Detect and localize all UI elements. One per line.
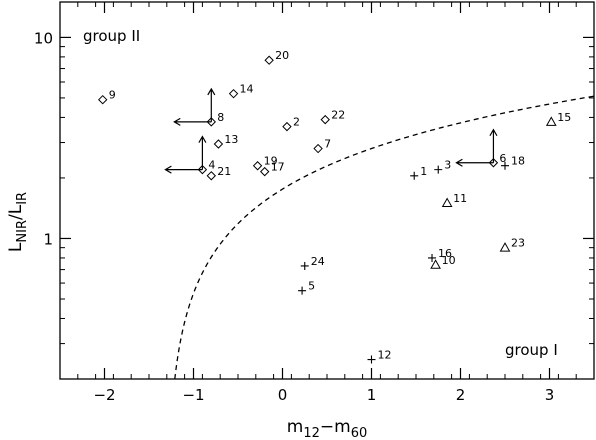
point-label: 7 [324, 138, 331, 151]
point-10: 10 [430, 254, 456, 269]
point-3: 3 [434, 159, 451, 174]
diamond-marker [252, 161, 263, 171]
diamond-marker [206, 171, 217, 181]
point-4: 4 [164, 135, 215, 175]
plus-marker [501, 161, 509, 170]
point-label: 4 [208, 159, 215, 172]
point-label: 14 [240, 83, 254, 96]
point-label: 5 [308, 280, 315, 293]
point-5: 5 [298, 280, 315, 295]
point-label: 8 [217, 111, 224, 124]
point-14: 14 [228, 83, 254, 99]
point-label: 17 [271, 161, 285, 174]
y-tick-label: 10 [34, 29, 53, 47]
x-tick-label: 3 [545, 386, 555, 404]
diamond-marker [206, 117, 217, 127]
triangle-marker [545, 116, 557, 126]
point-9: 9 [98, 89, 116, 105]
point-21: 21 [206, 165, 231, 181]
point-24: 24 [300, 255, 325, 270]
point-label: 18 [511, 155, 525, 168]
lower-limit-arrow-up [207, 87, 216, 122]
boundary-curve [174, 95, 595, 380]
point-23: 23 [499, 237, 525, 252]
plus-marker [300, 261, 309, 270]
point-1: 1 [410, 165, 427, 180]
x-tick-label: 2 [456, 386, 466, 404]
lower-limit-arrow-up [198, 135, 207, 170]
plus-marker [298, 286, 307, 295]
boundary-curve-layer [174, 95, 595, 380]
point-15: 15 [545, 111, 571, 126]
triangle-marker [430, 259, 441, 269]
point-6: 6 [455, 128, 506, 168]
upper-limit-arrow-left [173, 117, 212, 126]
x-tick-label: 0 [278, 386, 288, 404]
diamond-marker [213, 139, 224, 149]
point-13: 13 [213, 133, 238, 149]
plot-frame [59, 1, 595, 380]
point-16: 16 [428, 247, 452, 262]
diamond-marker [313, 143, 323, 154]
point-7: 7 [313, 138, 331, 154]
point-18: 18 [501, 155, 525, 170]
point-label: 13 [224, 133, 238, 146]
point-label: 19 [264, 155, 278, 168]
y-axis-label: LNIR/LIR [6, 192, 30, 252]
point-12: 12 [367, 349, 392, 364]
annotation-group-1: group I [505, 341, 558, 359]
triangle-marker [441, 197, 453, 208]
diamond-marker [228, 88, 239, 99]
point-label: 3 [444, 159, 451, 172]
point-22: 22 [320, 109, 345, 125]
point-label: 16 [438, 247, 452, 260]
upper-limit-arrow-left [164, 165, 203, 174]
x-tick-label: −1 [182, 386, 204, 404]
point-19: 19 [252, 155, 278, 171]
point-label: 2 [293, 116, 300, 129]
point-8: 8 [173, 87, 224, 127]
triangle-marker [499, 242, 511, 252]
point-label: 21 [217, 165, 231, 178]
x-axis-label: m12−m60 [287, 417, 367, 440]
plus-marker [428, 253, 437, 262]
diamond-marker [264, 55, 274, 65]
point-label: 20 [275, 49, 289, 62]
point-2: 2 [282, 116, 300, 132]
point-label: 1 [420, 165, 427, 178]
upper-limit-arrow-left [455, 158, 494, 167]
diamond-marker [197, 164, 208, 175]
point-label: 12 [378, 349, 392, 362]
diamond-marker [282, 121, 292, 132]
plus-marker [410, 171, 419, 180]
annotation-group-2: group II [83, 27, 140, 45]
x-tick-label: −2 [93, 386, 115, 404]
point-label: 10 [442, 254, 456, 267]
point-label: 23 [511, 237, 525, 250]
diamond-marker [488, 158, 499, 168]
y-tick-label: 1 [43, 230, 53, 248]
diamond-marker [98, 94, 108, 105]
diamond-marker [259, 166, 270, 177]
point-11: 11 [441, 192, 467, 208]
x-tick-label: 1 [367, 386, 377, 404]
point-label: 22 [331, 109, 345, 122]
point-label: 24 [311, 255, 325, 268]
point-label: 11 [453, 192, 467, 205]
point-17: 17 [259, 161, 285, 177]
plus-marker [367, 355, 376, 364]
point-label: 6 [499, 152, 506, 165]
diamond-marker [320, 114, 330, 125]
plus-marker [434, 165, 443, 174]
lower-limit-arrow-up [489, 128, 498, 163]
point-label: 9 [109, 89, 116, 102]
point-label: 15 [557, 111, 571, 124]
point-20: 20 [264, 49, 289, 65]
